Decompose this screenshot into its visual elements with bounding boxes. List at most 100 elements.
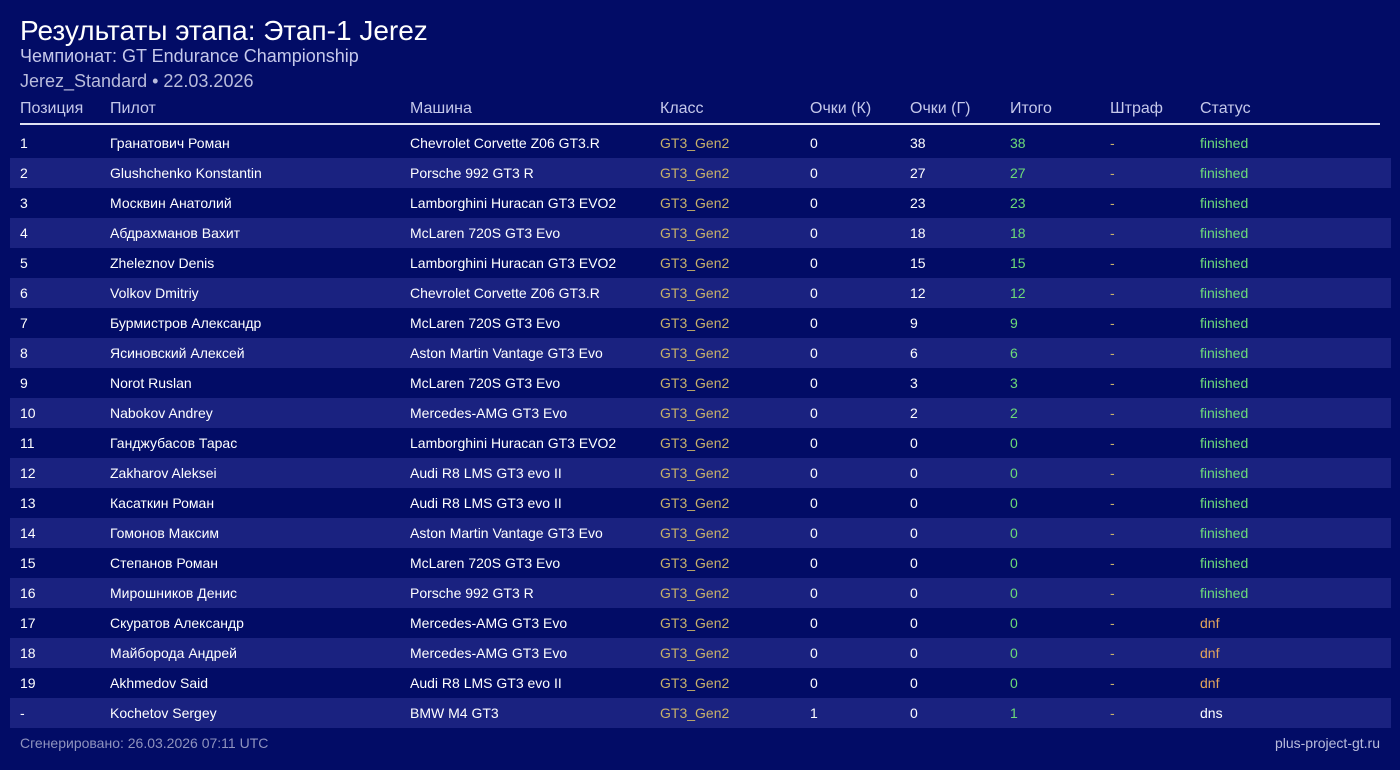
cell-race-points: 6 [910,345,918,361]
cell-total: 2 [1010,405,1018,421]
cell-penalty: - [1110,285,1115,301]
table-row: 13 Касаткин Роман Audi R8 LMS GT3 evo II GT… [10,488,1391,518]
cell-pilot: Степанов Роман [110,555,219,571]
cell-car: Aston Martin Vantage GT3 Evo [410,525,603,541]
cell-penalty: - [1110,345,1115,361]
cell-race-points: 0 [910,675,918,691]
cell-car: Audi R8 LMS GT3 evo II [410,495,562,511]
cell-pilot: Nabokov Andrey [110,405,213,421]
cell-quali-points: 0 [810,315,818,331]
cell-quali-points: 0 [810,555,818,571]
cell-quali-points: 0 [810,405,818,421]
cell-pilot: Майборода Андрей [110,645,237,661]
cell-position: 5 [20,255,28,271]
cell-position: 1 [20,135,28,151]
cell-car: Mercedes-AMG GT3 Evo [410,615,568,631]
results-table: Позиция Пилот Машина Класс Очки (К) Очки… [10,98,1391,728]
cell-position: 7 [20,315,28,331]
cell-position: 13 [20,495,36,511]
cell-position: - [20,705,25,721]
cell-car: Porsche 992 GT3 R [410,585,534,601]
cell-total: 0 [1010,645,1018,661]
cell-race-points: 38 [910,135,926,151]
cell-penalty: - [1110,375,1115,391]
cell-pilot: Гранатович Роман [110,135,230,151]
cell-car: Aston Martin Vantage GT3 Evo [410,345,603,361]
cell-race-points: 0 [910,435,918,451]
cell-position: 9 [20,375,28,391]
table-row: 7 Бурмистров Александр McLaren 720S GT3 Ev… [10,308,1391,338]
cell-race-points: 0 [910,465,918,481]
cell-car: Audi R8 LMS GT3 evo II [410,675,562,691]
cell-class: GT3_Gen2 [660,225,730,241]
cell-total: 6 [1010,345,1018,361]
table-row: 11 Ганджубасов Тарас Lamborghini Huracan G… [10,428,1391,458]
cell-status: finished [1200,255,1249,271]
cell-car: Chevrolet Corvette Z06 GT3.R [410,285,600,301]
cell-penalty: - [1110,675,1115,691]
cell-quali-points: 0 [810,465,818,481]
cell-total: 0 [1010,555,1018,571]
table-row: 17 Скуратов Александр Mercedes-AMG GT3 Evo… [10,608,1391,638]
column-header-position: Позиция [20,100,84,117]
cell-pilot: Ганджубасов Тарас [110,435,238,451]
cell-class: GT3_Gen2 [660,375,730,391]
cell-position: 8 [20,345,28,361]
cell-penalty: - [1110,255,1115,271]
column-header-car: Машина [410,100,472,117]
cell-quali-points: 0 [810,645,818,661]
championship-name: Чемпионат: GT Endurance Championship [20,46,359,66]
cell-quali-points: 0 [810,615,818,631]
cell-class: GT3_Gen2 [660,255,730,271]
table-body: 1 Гранатович Роман Chevrolet Corvette Z06 … [10,128,1391,728]
cell-class: GT3_Gen2 [660,345,730,361]
cell-total: 27 [1010,165,1026,181]
column-header-pilot: Пилот [110,100,156,117]
column-header-race-points: Очки (Г) [910,100,971,117]
cell-status: dnf [1200,645,1220,661]
cell-position: 4 [20,225,28,241]
cell-position: 14 [20,525,36,541]
cell-race-points: 0 [910,645,918,661]
cell-penalty: - [1110,645,1115,661]
cell-status: finished [1200,585,1249,601]
cell-car: McLaren 720S GT3 Evo [410,315,561,331]
cell-penalty: - [1110,465,1115,481]
cell-class: GT3_Gen2 [660,465,730,481]
cell-car: McLaren 720S GT3 Evo [410,555,561,571]
column-header-class: Класс [660,100,704,117]
cell-car: Mercedes-AMG GT3 Evo [410,405,568,421]
cell-class: GT3_Gen2 [660,585,730,601]
cell-race-points: 0 [910,585,918,601]
table-row: 19 Akhmedov Said Audi R8 LMS GT3 evo II GT3… [10,668,1391,698]
cell-class: GT3_Gen2 [660,315,730,331]
cell-total: 23 [1010,195,1026,211]
cell-quali-points: 0 [810,285,818,301]
cell-race-points: 0 [910,525,918,541]
cell-car: McLaren 720S GT3 Evo [410,375,561,391]
cell-quali-points: 1 [810,705,818,721]
column-header-total: Итого [1010,100,1052,117]
cell-position: 10 [20,405,36,421]
cell-status: finished [1200,495,1249,511]
cell-penalty: - [1110,495,1115,511]
cell-total: 9 [1010,315,1018,331]
cell-pilot: Norot Ruslan [110,375,192,391]
table-row: 3 Москвин Анатолий Lamborghini Huracan GT3… [10,188,1391,218]
cell-race-points: 27 [910,165,926,181]
table-row: 15 Степанов Роман McLaren 720S GT3 Evo GT3_… [10,548,1391,578]
cell-penalty: - [1110,195,1115,211]
cell-car: Audi R8 LMS GT3 evo II [410,465,562,481]
cell-car: Lamborghini Huracan GT3 EVO2 [410,435,617,451]
cell-status: finished [1200,135,1249,151]
cell-status: finished [1200,195,1249,211]
cell-car: McLaren 720S GT3 Evo [410,225,561,241]
cell-total: 1 [1010,705,1018,721]
cell-status: finished [1200,555,1249,571]
generated-timestamp: Сгенерировано: 26.03.2026 07:11 UTC [20,735,269,751]
cell-race-points: 0 [910,495,918,511]
cell-total: 3 [1010,375,1018,391]
cell-penalty: - [1110,135,1115,151]
cell-position: 18 [20,645,36,661]
table-row: 9 Norot Ruslan McLaren 720S GT3 Evo GT3_Gen… [10,368,1391,398]
